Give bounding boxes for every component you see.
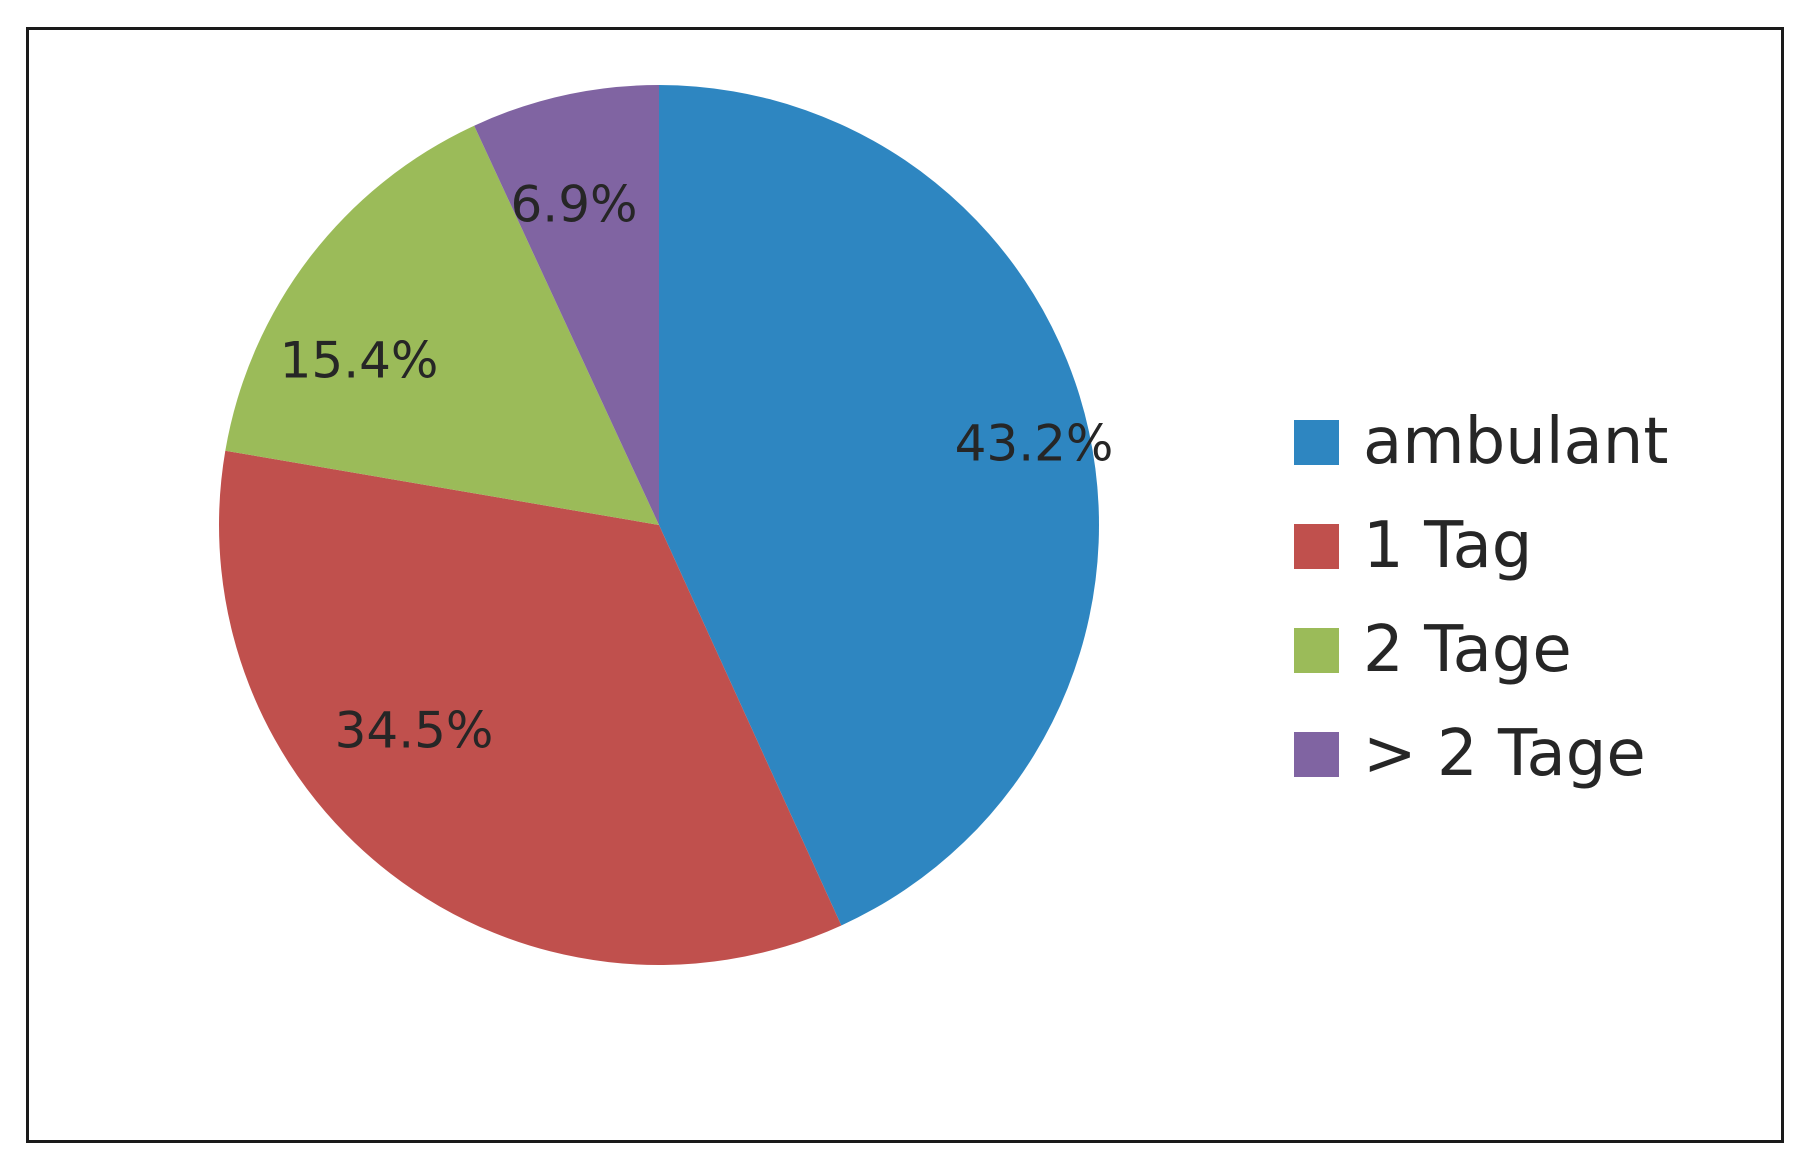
legend-swatch-ambulant xyxy=(1294,419,1339,465)
legend-label-1-tag: 1 Tag xyxy=(1363,509,1533,583)
data-label-more-than-2-tage: 6.9% xyxy=(510,176,637,234)
legend-swatch-2-tage xyxy=(1294,627,1339,673)
legend-label-2-tage: 2 Tage xyxy=(1363,613,1572,687)
legend-swatch-more-than-2-tage xyxy=(1294,731,1339,777)
legend-item-more-than-2-tage: > 2 Tage xyxy=(1294,702,1668,806)
pie-slices xyxy=(218,85,1099,966)
pie-slice-more-than-2-tage xyxy=(474,85,659,525)
data-label-2-tage: 15.4% xyxy=(280,332,439,390)
pie-slice-2-tage xyxy=(225,125,659,526)
legend: ambulant 1 Tag 2 Tage > 2 Tage xyxy=(1294,390,1668,806)
data-label-ambulant: 43.2% xyxy=(955,415,1114,473)
legend-label-more-than-2-tage: > 2 Tage xyxy=(1363,717,1646,791)
legend-item-2-tage: 2 Tage xyxy=(1294,598,1668,702)
legend-swatch-1-tag xyxy=(1294,523,1339,569)
pie-slice-ambulant xyxy=(659,85,1099,926)
legend-item-1-tag: 1 Tag xyxy=(1294,494,1668,598)
pie-slice-1-tag xyxy=(218,450,842,966)
chart-frame: 43.2% 34.5% 15.4% 6.9% ambulant 1 Tag 2 Tag… xyxy=(26,27,1784,1143)
data-label-1-tag: 34.5% xyxy=(335,702,494,760)
legend-item-ambulant: ambulant xyxy=(1294,390,1668,494)
legend-label-ambulant: ambulant xyxy=(1363,405,1669,479)
pie-labels: 43.2% 34.5% 15.4% 6.9% xyxy=(280,176,1114,760)
pie-chart: 43.2% 34.5% 15.4% 6.9% xyxy=(218,85,1114,966)
